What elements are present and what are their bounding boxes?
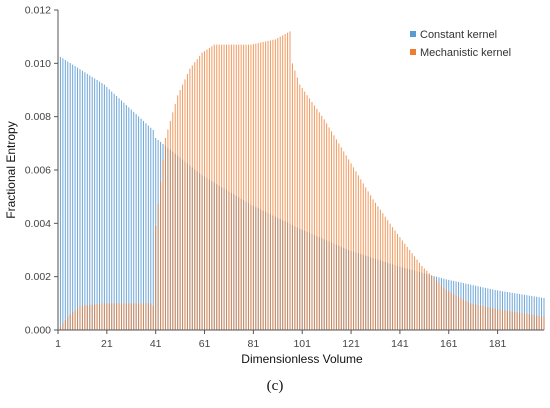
panel-label: (c)	[266, 378, 284, 394]
x-tick-label: 1	[55, 338, 61, 350]
x-axis-ticks: 1 21 41 61 81 101 121 141 161 181	[55, 330, 507, 350]
legend-label-mechanistic: Mechanistic kernel	[420, 47, 511, 59]
x-tick-label: 101	[293, 338, 311, 350]
legend: Constant kernel Mechanistic kernel	[410, 29, 511, 59]
series-constant-kernel	[57, 55, 545, 330]
y-tick-label: 0.004	[25, 218, 51, 230]
x-tick-label: 61	[199, 338, 211, 350]
y-tick-label: 0.008	[25, 111, 51, 123]
y-tick-label: 0.002	[25, 271, 51, 283]
legend-label-constant: Constant kernel	[420, 29, 497, 41]
y-tick-label: 0.000	[25, 325, 51, 337]
x-tick-label: 141	[391, 338, 409, 350]
series-mechanistic-kernel	[59, 31, 545, 330]
x-axis-title: Dimensionless Volume	[241, 352, 363, 366]
y-axis-ticks: 0.000 0.002 0.004 0.006 0.008 0.010 0.012	[25, 5, 58, 337]
y-axis-title: Fractional Entropy	[4, 121, 18, 218]
legend-swatch-constant	[410, 31, 416, 37]
x-tick-label: 181	[489, 338, 507, 350]
x-tick-label: 21	[101, 338, 113, 350]
x-tick-label: 41	[150, 338, 162, 350]
y-tick-label: 0.010	[25, 58, 51, 70]
x-tick-label: 81	[248, 338, 260, 350]
x-tick-label: 161	[440, 338, 458, 350]
y-tick-label: 0.006	[25, 165, 51, 177]
x-tick-label: 121	[342, 338, 360, 350]
legend-swatch-mechanistic	[410, 49, 416, 55]
y-tick-label: 0.012	[25, 5, 51, 17]
